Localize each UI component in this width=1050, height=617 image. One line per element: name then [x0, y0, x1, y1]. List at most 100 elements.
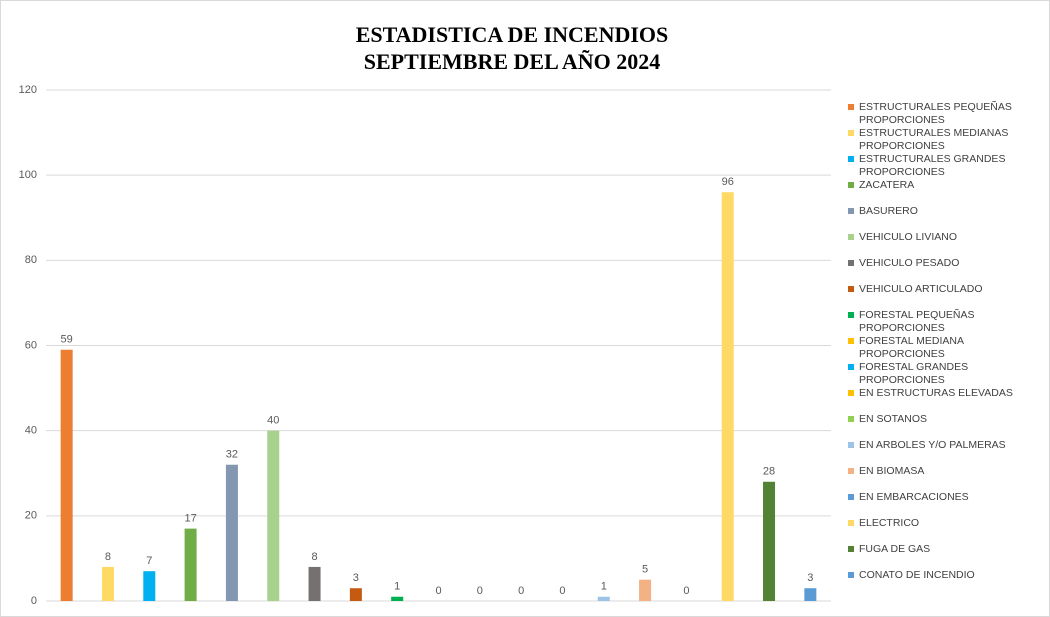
legend-label: EN BIOMASA: [859, 465, 925, 477]
bar: [267, 430, 280, 601]
legend-item: ESTRUCTURALES MEDIANAS PROPORCIONES: [847, 127, 1047, 153]
legend-swatch: [848, 286, 854, 292]
y-tick-label: 60: [25, 339, 37, 351]
y-tick-label: 120: [19, 84, 37, 96]
data-label: 1: [601, 581, 607, 593]
legend-label: EN SOTANOS: [859, 413, 928, 425]
chart-title: ESTADISTICA DE INCENDIOS: [356, 22, 669, 47]
legend-label: ESTRUCTURALES GRANDES PROPORCIONES: [859, 153, 1006, 178]
data-label: 0: [477, 585, 483, 597]
bar: [60, 349, 73, 601]
bar: [391, 596, 404, 601]
legend-item: ESTRUCTURALES PEQUEÑAS PROPORCIONES: [847, 101, 1047, 127]
legend-item: EN ARBOLES Y/O PALMERAS: [847, 439, 1047, 465]
legend-swatch: [848, 156, 854, 162]
legend-swatch: [848, 416, 854, 422]
legend-item: CONATO DE INCENDIO: [847, 569, 1047, 595]
legend-label: ELECTRICO: [859, 517, 920, 529]
bar: [804, 588, 817, 601]
bar: [101, 566, 114, 601]
legend-label: FORESTAL GRANDES PROPORCIONES: [859, 361, 969, 386]
legend-label: BASURERO: [859, 205, 918, 217]
data-label: 32: [226, 449, 238, 461]
y-tick-label: 20: [25, 510, 37, 522]
legend-item: VEHICULO PESADO: [847, 257, 1047, 283]
legend-label: VEHICULO LIVIANO: [859, 231, 958, 243]
bar: [349, 588, 362, 601]
legend-item: VEHICULO ARTICULADO: [847, 283, 1047, 309]
legend-swatch: [848, 130, 854, 136]
legend-swatch: [848, 494, 854, 500]
bar: [763, 481, 776, 601]
bar: [143, 571, 156, 601]
data-label: 59: [61, 334, 73, 346]
data-label: 0: [683, 585, 689, 597]
data-label: 7: [146, 555, 152, 567]
legend-label: ZACATERA: [859, 179, 915, 191]
data-label: 3: [807, 572, 813, 584]
legend-item: FORESTAL PEQUEÑAS PROPORCIONES: [847, 309, 1047, 335]
legend-label: VEHICULO ARTICULADO: [859, 283, 983, 295]
legend-label: VEHICULO PESADO: [859, 257, 960, 269]
legend-item: FORESTAL MEDIANA PROPORCIONES: [847, 335, 1047, 361]
legend-swatch: [848, 260, 854, 266]
bar: [639, 579, 652, 601]
legend-item: EN EMBARCACIONES: [847, 491, 1047, 517]
legend-label: FORESTAL MEDIANA PROPORCIONES: [859, 335, 964, 360]
legend-item: FUGA DE GAS: [847, 543, 1047, 569]
bar: [225, 464, 238, 601]
data-label: 5: [642, 564, 648, 576]
y-tick-label: 40: [25, 425, 37, 437]
legend-item: VEHICULO LIVIANO: [847, 231, 1047, 257]
data-label: 8: [311, 551, 317, 563]
legend-label: EN ESTRUCTURAS ELEVADAS: [859, 387, 1013, 399]
legend-swatch: [848, 390, 854, 396]
bar: [597, 596, 610, 601]
legend-label: FORESTAL PEQUEÑAS PROPORCIONES: [859, 309, 975, 334]
bar: [721, 192, 734, 601]
legend-swatch: [848, 546, 854, 552]
legend-swatch: [848, 312, 854, 318]
legend-label: EN EMBARCACIONES: [859, 491, 969, 503]
data-label: 0: [559, 585, 565, 597]
data-label: 96: [722, 176, 734, 188]
legend-swatch: [848, 104, 854, 110]
legend-label: CONATO DE INCENDIO: [859, 569, 975, 581]
data-label: 17: [184, 513, 196, 525]
bar: [184, 528, 197, 601]
legend-item: FORESTAL GRANDES PROPORCIONES: [847, 361, 1047, 387]
legend-label: EN ARBOLES Y/O PALMERAS: [859, 439, 1006, 451]
y-tick-label: 0: [31, 595, 37, 607]
legend-item: EN SOTANOS: [847, 413, 1047, 439]
legend-swatch: [848, 234, 854, 240]
legend-swatch: [848, 442, 854, 448]
legend-swatch: [848, 208, 854, 214]
data-label: 1: [394, 581, 400, 593]
data-label: 0: [518, 585, 524, 597]
legend-label: FUGA DE GAS: [859, 543, 931, 555]
data-label: 40: [267, 415, 279, 427]
data-label: 28: [763, 466, 775, 478]
data-label: 8: [105, 551, 111, 563]
legend-item: ESTRUCTURALES GRANDES PROPORCIONES: [847, 153, 1047, 179]
legend-item: ELECTRICO: [847, 517, 1047, 543]
data-label: 0: [435, 585, 441, 597]
data-label: 3: [353, 572, 359, 584]
legend-swatch: [848, 572, 854, 578]
legend-swatch: [848, 338, 854, 344]
legend-swatch: [848, 520, 854, 526]
y-tick-label: 80: [25, 254, 37, 266]
legend-swatch: [848, 468, 854, 474]
legend-item: ZACATERA: [847, 179, 1047, 205]
legend-swatch: [848, 364, 854, 370]
bar: [308, 566, 321, 601]
legend: ESTRUCTURALES PEQUEÑAS PROPORCIONES ESTRU…: [847, 101, 1047, 595]
y-tick-label: 100: [19, 169, 37, 181]
legend-item: EN BIOMASA: [847, 465, 1047, 491]
legend-label: ESTRUCTURALES PEQUEÑAS PROPORCIONES: [859, 101, 1012, 126]
legend-item: EN ESTRUCTURAS ELEVADAS: [847, 387, 1047, 413]
legend-item: BASURERO: [847, 205, 1047, 231]
legend-label: ESTRUCTURALES MEDIANAS PROPORCIONES: [859, 127, 1009, 152]
